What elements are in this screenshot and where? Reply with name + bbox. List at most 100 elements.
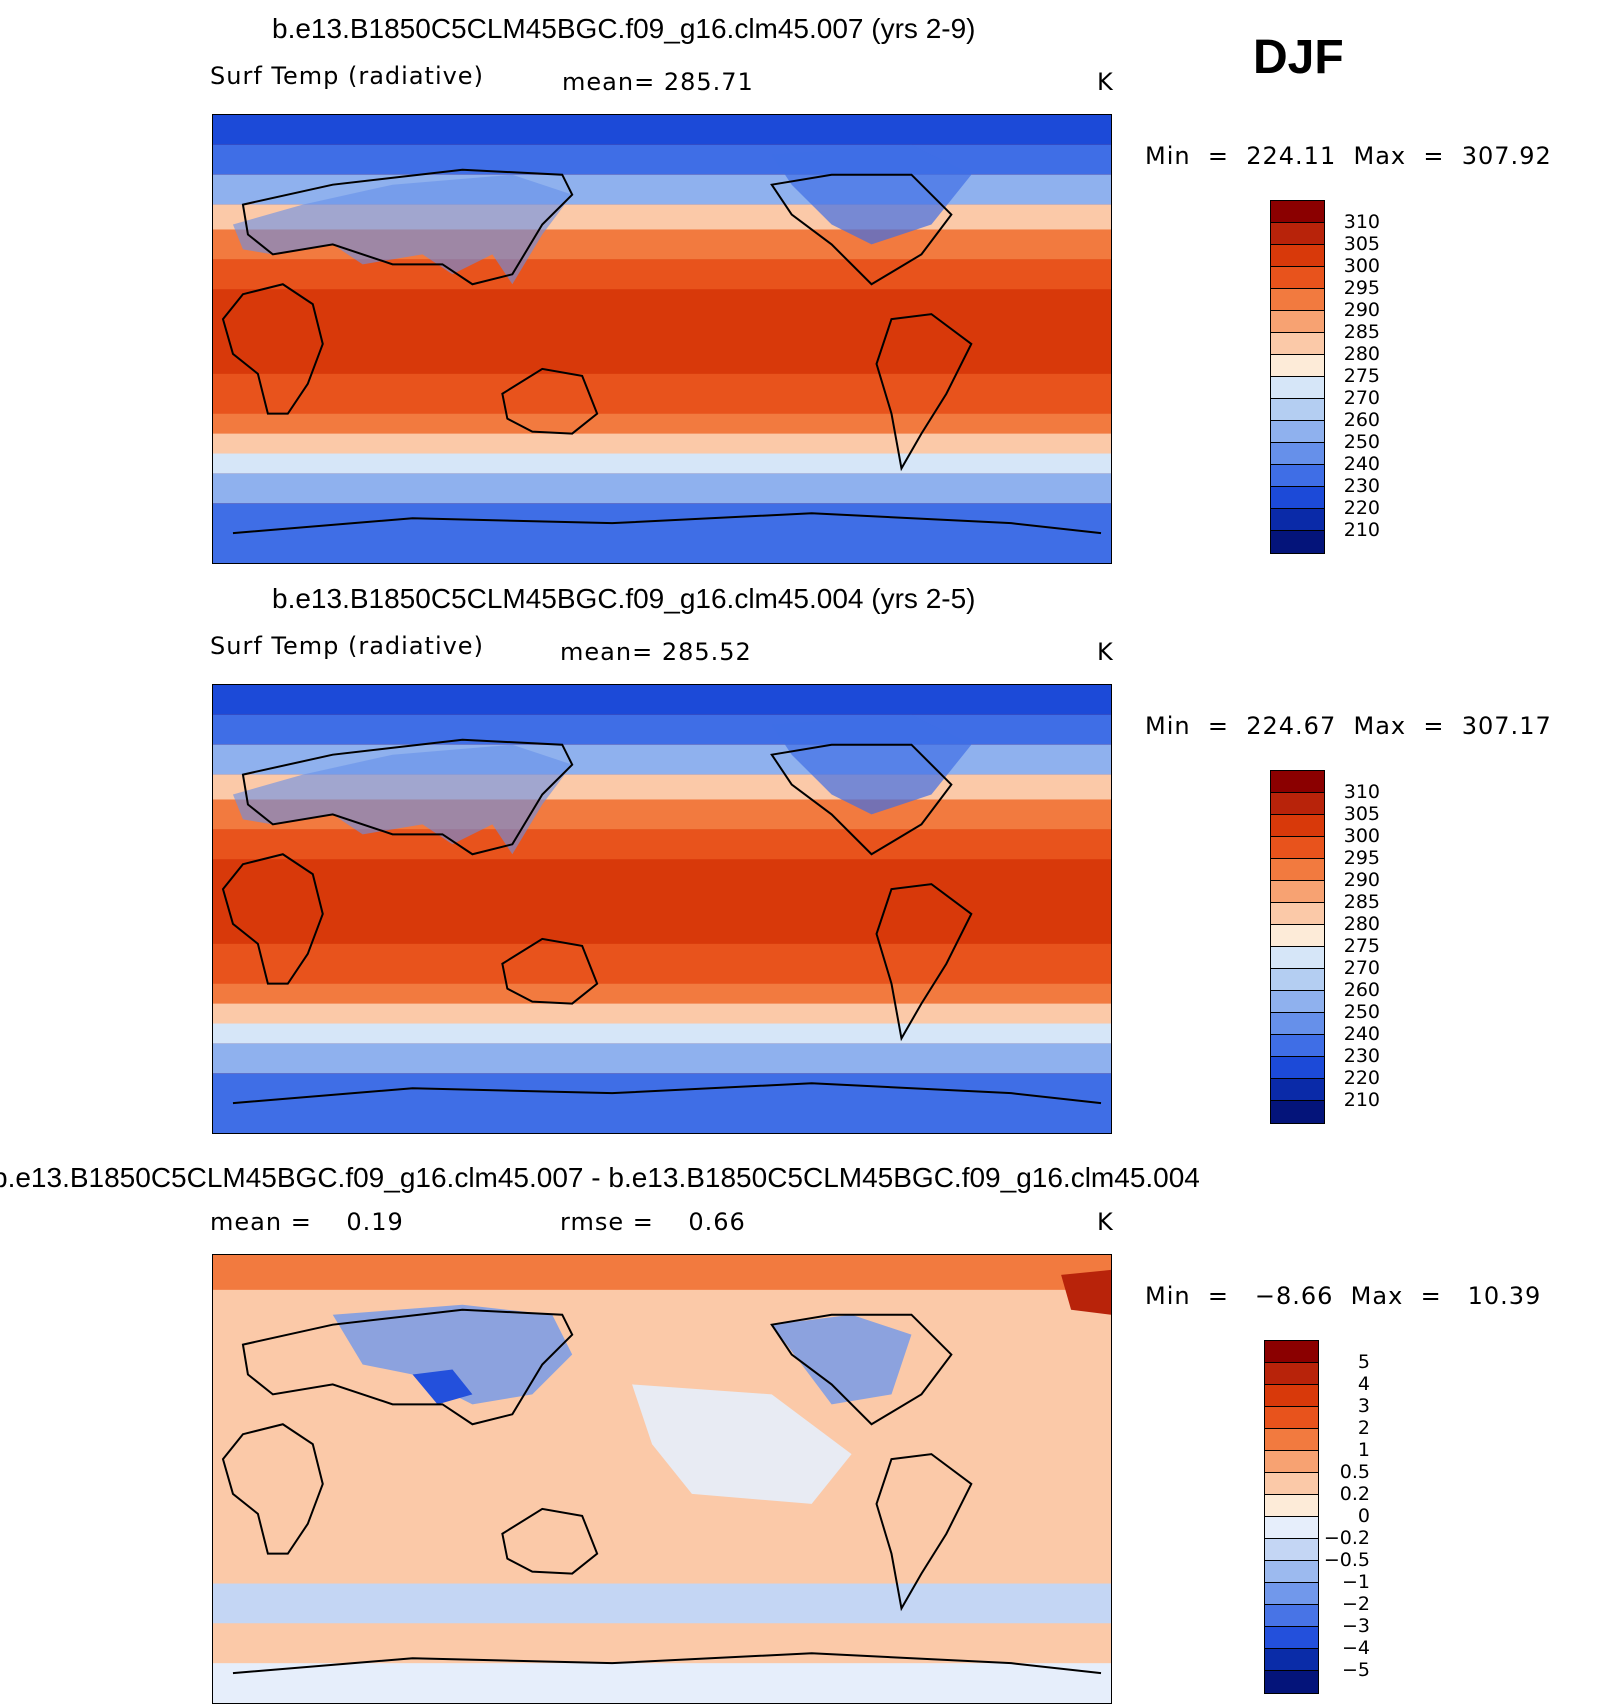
panel-1-max-label: Max	[1353, 142, 1407, 170]
panel-3-swatch	[1265, 1385, 1318, 1407]
panel-3-swatch	[1265, 1605, 1318, 1627]
panel-2-swatch	[1271, 903, 1324, 925]
panel-3-tick: −0.5	[1323, 1549, 1370, 1571]
panel-3-min-value: −8.66	[1254, 1282, 1334, 1310]
panel-3-mean: mean = 0.19	[210, 1208, 404, 1236]
panel-1-tick: 240	[1343, 453, 1380, 475]
panel-2-band-n1	[213, 714, 1111, 745]
panel-2-swatch	[1271, 991, 1324, 1013]
panel-2-band-s1	[213, 943, 1111, 984]
panel-3-coastlines	[221, 1308, 1102, 1675]
panel-3-tick: −4	[1341, 1637, 1370, 1659]
panel-2-swatch	[1271, 881, 1324, 903]
panel-3-tick: 0	[1357, 1505, 1370, 1527]
panel-1-tick: 270	[1343, 387, 1380, 409]
panel-1-tick: 250	[1343, 431, 1380, 453]
panel-2-min-eq: =	[1207, 712, 1229, 740]
panel-2-max-eq: =	[1423, 712, 1445, 740]
panel-1-minmax: Min = 224.11 Max = 307.92	[1145, 142, 1552, 170]
panel-3-swatch	[1265, 1473, 1318, 1495]
panel-2-tick: 250	[1343, 1001, 1380, 1023]
panel-1-swatch	[1271, 333, 1324, 355]
panel-1-tick: 220	[1343, 497, 1380, 519]
panel-3-min-label: Min	[1145, 1282, 1191, 1310]
panel-1-tick: 295	[1343, 277, 1380, 299]
panel-2-swatch	[1271, 837, 1324, 859]
panel-1-swatch	[1271, 311, 1324, 333]
panel-3-swatch	[1265, 1627, 1318, 1649]
panel-1-swatch	[1271, 487, 1324, 509]
panel-1-band-n5	[213, 259, 1111, 290]
panel-3-rmse-label: rmse =	[560, 1208, 654, 1236]
panel-3-rmse-value: 0.66	[688, 1208, 746, 1236]
panel-3-mean-label: mean =	[210, 1208, 312, 1236]
panel-2-swatch	[1271, 859, 1324, 881]
panel-2-tick: 300	[1343, 825, 1380, 847]
panel-3-colorbar	[1264, 1340, 1319, 1694]
panel-1-min-value: 224.11	[1246, 142, 1337, 170]
panel-3-band-s2	[213, 1623, 1111, 1664]
panel-3-max-eq: =	[1420, 1282, 1442, 1310]
panel-3-swatch	[1265, 1429, 1318, 1451]
panel-1-band-s4	[213, 453, 1111, 474]
panel-3-mean-value: 0.19	[346, 1208, 404, 1236]
panel-3-tick: −0.2	[1323, 1527, 1370, 1549]
panel-2-tick: 210	[1343, 1089, 1380, 1111]
panel-1-max-eq: =	[1423, 142, 1445, 170]
panel-2-swatch	[1271, 1057, 1324, 1079]
panel-3-max-label: Max	[1350, 1282, 1404, 1310]
panel-1-swatch	[1271, 245, 1324, 267]
panel-1-swatch	[1271, 399, 1324, 421]
panel-1-band-s3	[213, 433, 1111, 454]
panel-2-swatch	[1271, 1101, 1324, 1123]
panel-2-band-s3	[213, 1003, 1111, 1024]
panel-2-min-value: 224.67	[1246, 712, 1337, 740]
panel-3-tick: 1	[1357, 1439, 1370, 1461]
panel-3-max-value: 10.39	[1467, 1282, 1542, 1310]
panel-3-tick: −5	[1341, 1659, 1370, 1681]
panel-1-swatch	[1271, 531, 1324, 553]
panel-3-band-antarctic	[213, 1663, 1111, 1703]
panel-1-band-s5	[213, 473, 1111, 504]
panel-3-swatch	[1265, 1517, 1318, 1539]
panel-3-swatch	[1265, 1649, 1318, 1671]
panel-2-swatch	[1271, 815, 1324, 837]
panel-1-title: b.e13.B1850C5CLM45BGC.f09_g16.clm45.007 …	[272, 13, 976, 44]
panel-2-swatch	[1271, 1079, 1324, 1101]
panel-2-mean: mean= 285.52	[560, 638, 752, 666]
panel-1-mean-value: 285.71	[663, 68, 754, 96]
panel-3-band-south	[213, 1583, 1111, 1624]
panel-2-mean-label: mean=	[560, 638, 654, 666]
panel-1-eurasia-cold	[232, 174, 573, 285]
panel-3-title: b.e13.B1850C5CLM45BGC.f09_g16.clm45.007 …	[0, 1162, 1200, 1193]
panel-1-band-s2	[213, 413, 1111, 434]
panel-2-swatch	[1271, 925, 1324, 947]
panel-3-map-svg	[213, 1255, 1111, 1703]
panel-3-band-north	[213, 1255, 1111, 1290]
panel-1-map	[212, 114, 1112, 564]
panel-3-swatch	[1265, 1407, 1318, 1429]
panel-2-tick: 310	[1343, 781, 1380, 803]
panel-3-swatch	[1265, 1539, 1318, 1561]
panel-1-swatch	[1271, 421, 1324, 443]
panel-1-swatch	[1271, 465, 1324, 487]
panel-2-tick: 305	[1343, 803, 1380, 825]
panel-3-tick: 0.5	[1339, 1461, 1370, 1483]
panel-2-minmax: Min = 224.67 Max = 307.17	[1145, 712, 1552, 740]
panel-2-colorbar	[1270, 770, 1325, 1124]
panel-1-min-label: Min	[1145, 142, 1191, 170]
panel-2-tick: 295	[1343, 847, 1380, 869]
panel-2-max-label: Max	[1353, 712, 1407, 740]
panel-3-units: K	[1097, 1208, 1114, 1236]
panel-2-swatch	[1271, 969, 1324, 991]
panel-3-pacific-cool	[632, 1384, 852, 1504]
season-label: DJF	[1253, 31, 1344, 84]
panel-2-map-svg	[213, 685, 1111, 1133]
panel-1-band-antarctic	[213, 503, 1111, 563]
panel-1-tick: 310	[1343, 211, 1380, 233]
panel-3-swatch	[1265, 1495, 1318, 1517]
panel-1-band-s1	[213, 373, 1111, 414]
panel-1-tick: 290	[1343, 299, 1380, 321]
panel-3-tick: −2	[1341, 1593, 1370, 1615]
panel-2-band-s2	[213, 983, 1111, 1004]
